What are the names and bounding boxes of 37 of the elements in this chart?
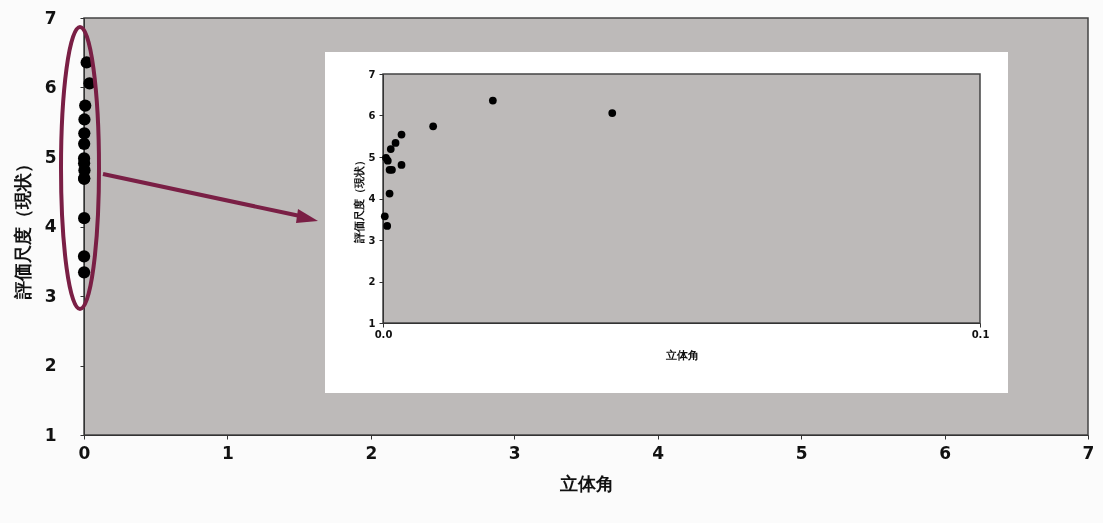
y-axis-title: 評価尺度（現状） — [11, 155, 33, 300]
x-tick-label: 1 — [222, 442, 234, 463]
x-tick-label: 0 — [78, 442, 91, 463]
y-tick-label: 3 — [368, 234, 376, 246]
point — [380, 212, 389, 221]
point — [397, 130, 406, 139]
y-tick-label: 7 — [44, 7, 57, 28]
y-tick-label: 1 — [44, 424, 57, 445]
y-tick-label: 6 — [44, 77, 57, 97]
point — [429, 122, 438, 131]
x-tick-label: 0.0 — [374, 328, 393, 340]
y-tick-label: 2 — [44, 355, 57, 375]
point — [386, 145, 395, 153]
y-tick-label: 4 — [44, 216, 57, 236]
x-tick-label: 6 — [939, 442, 951, 463]
y-tick-label: 3 — [44, 285, 57, 306]
point — [383, 222, 392, 230]
point — [385, 189, 394, 198]
x-tick-label: 5 — [795, 442, 808, 463]
x-tick-label: 3 — [508, 442, 521, 463]
x-tick-label: 4 — [652, 442, 665, 463]
y-tick-label: 7 — [368, 68, 376, 80]
y-tick-label: 6 — [368, 110, 376, 121]
x-tick-label: 0.1 — [971, 328, 990, 340]
x-axis-title: 立体角 — [664, 348, 699, 362]
point — [608, 109, 617, 117]
y-tick-label: 5 — [368, 151, 376, 163]
y-tick-label: 5 — [44, 146, 57, 167]
point — [488, 96, 497, 105]
point — [397, 161, 406, 169]
y-tick-label: 1 — [368, 317, 376, 329]
x-tick-label: 7 — [1082, 442, 1095, 463]
y-axis-title: 評価尺度（現状） — [352, 155, 366, 244]
x-axis-title: 立体角 — [558, 472, 614, 494]
point — [391, 139, 400, 147]
y-tick-label: 4 — [368, 193, 376, 204]
y-tick-label: 2 — [368, 276, 376, 287]
